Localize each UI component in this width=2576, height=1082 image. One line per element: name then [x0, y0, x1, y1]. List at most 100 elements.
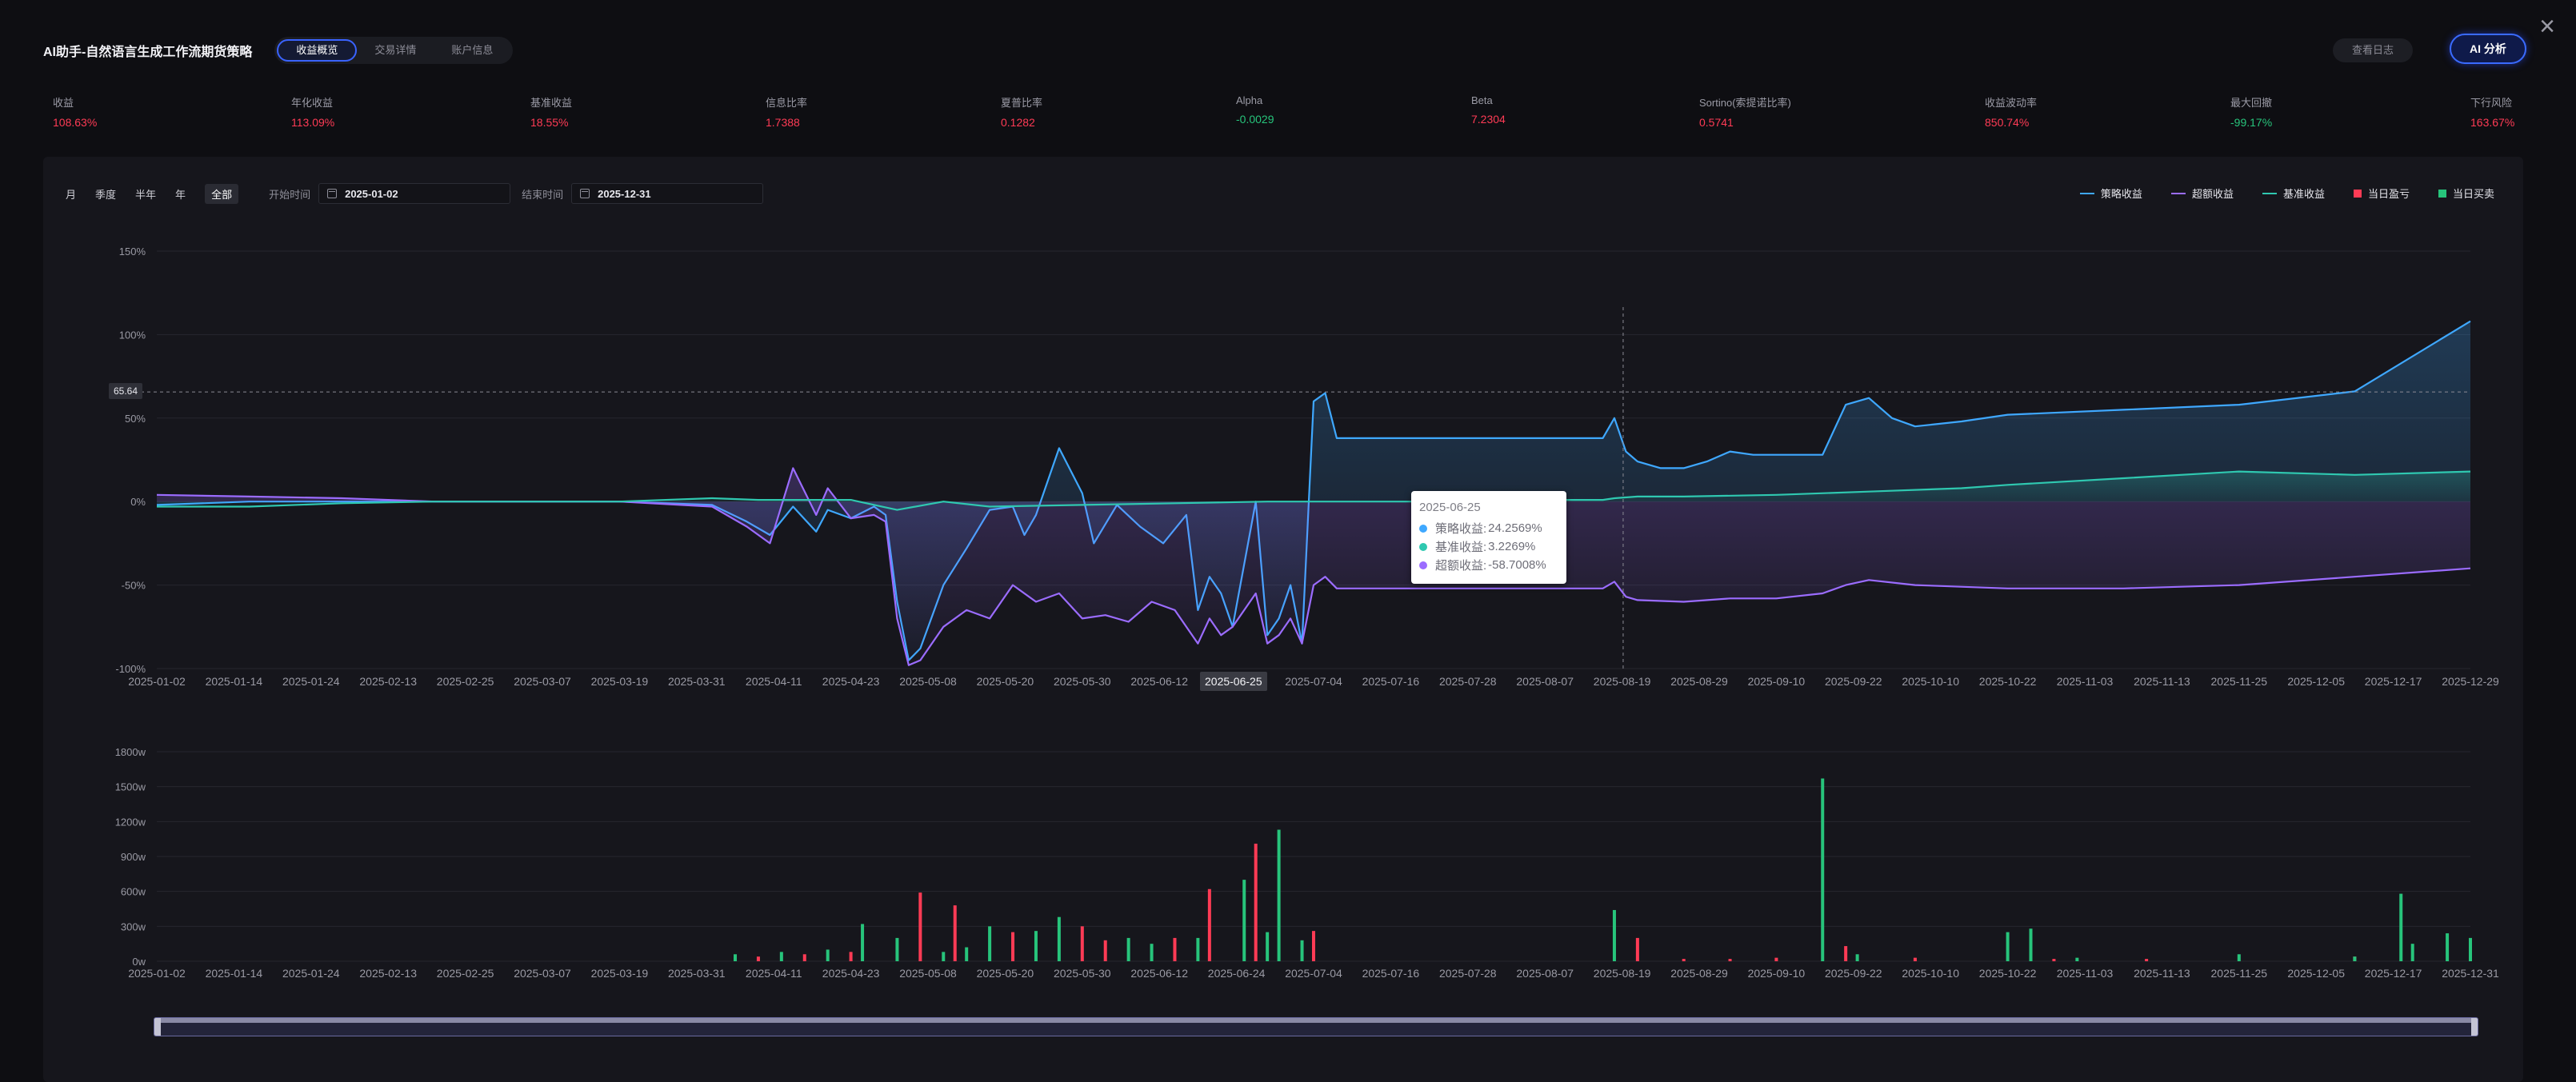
chart-tooltip: 2025-06-25 策略收益: 24.2569% 基准收益: 3.2269% 超额… [1411, 491, 1566, 584]
x-tick-label: 2025-09-10 [1748, 967, 1806, 980]
x-tick-label: 2025-05-08 [899, 967, 957, 980]
tab-trade-details[interactable]: 交易详情 [374, 44, 417, 56]
metric-label: 收益波动率 [1985, 97, 2038, 109]
calendar-icon [327, 189, 338, 198]
metric-value: 108.63% [53, 116, 98, 129]
x-tick-label: 2025-08-29 [1670, 967, 1728, 980]
bar [734, 954, 737, 961]
slider-track [154, 1018, 2478, 1023]
legend-square-icon [2438, 189, 2446, 198]
x-tick-label: 2025-02-25 [437, 967, 494, 980]
x-tick-label: 2025-02-13 [359, 675, 417, 688]
metric-value: 0.1282 [1001, 116, 1035, 129]
x-tick-label: 2025-08-07 [1516, 967, 1574, 980]
bar [1126, 937, 1130, 961]
zoom-slider[interactable] [154, 1017, 2478, 1036]
tooltip-row-label: 超额收益: [1435, 559, 1487, 573]
bar [1173, 937, 1177, 961]
legend-item[interactable]: 当日买卖 [2438, 186, 2494, 201]
metric-label: 夏普比率 [1001, 97, 1043, 109]
bar [1034, 931, 1038, 961]
returns-line-chart: 150% 100% 50% 0% -50% -100%2025-01-02 2025-01-… [109, 246, 2499, 688]
x-tick-label: 2025-07-16 [1362, 675, 1420, 688]
bar [1266, 932, 1270, 961]
calendar-icon [580, 189, 590, 198]
x-tick-label: 2025-03-19 [591, 967, 649, 980]
metric-value: 163.67% [2470, 116, 2515, 129]
period-half-year[interactable]: 半年 [135, 188, 157, 201]
bar [2469, 937, 2472, 961]
x-tick-label: 2025-07-28 [1439, 967, 1497, 980]
period-quarter[interactable]: 季度 [95, 188, 117, 201]
x-tick-label: 2025-07-04 [1285, 675, 1342, 688]
bar [2006, 932, 2010, 961]
y-tick-label: 150% [119, 246, 146, 258]
metric-value: 113.09% [291, 116, 335, 129]
legend-item[interactable]: 当日盈亏 [2353, 186, 2410, 201]
x-tick-label: 2025-10-10 [1902, 967, 1959, 980]
x-tick-label: 2025-05-30 [1054, 967, 1111, 980]
legend-line-icon [2262, 192, 2277, 194]
series-line [157, 470, 2471, 511]
legend-item[interactable]: 超额收益 [2170, 186, 2234, 201]
end-date-input[interactable]: 2025-12-31 [571, 183, 764, 204]
bar [1300, 940, 1304, 961]
x-tick-label: 2025-04-23 [822, 967, 880, 980]
bar [2353, 956, 2357, 961]
x-tick-label: 2025-02-25 [437, 675, 494, 688]
legend-line-icon [2170, 192, 2186, 194]
x-tick-label: 2025-05-08 [899, 675, 957, 688]
y-tick-label: 50% [125, 413, 146, 425]
ai-analysis-button[interactable]: AI 分析 [2450, 34, 2526, 64]
slider-right-handle[interactable] [2471, 1018, 2478, 1036]
end-date-label: 结束时间 [522, 188, 564, 201]
series-dot-icon [1419, 561, 1427, 569]
start-date-value: 2025-01-02 [345, 187, 398, 200]
bar [1057, 916, 1061, 961]
series-area [157, 468, 2470, 665]
tab-account-info[interactable]: 账户信息 [451, 44, 494, 56]
x-tick-label: 2025-09-10 [1748, 675, 1806, 688]
metric-label: 收益 [53, 97, 74, 109]
bar [1080, 926, 1084, 961]
metric-item: 年化收益 113.09% [291, 94, 334, 129]
period-month[interactable]: 月 [66, 188, 77, 201]
metric-label: Sortino(索提诺比率) [1699, 97, 1791, 109]
x-tick-label: 2025-03-19 [591, 675, 649, 688]
metric-value: -0.0029 [1236, 113, 1274, 126]
y-tick-label: -100% [115, 663, 146, 675]
y-tick-label: 900w [121, 851, 146, 863]
view-log-button[interactable]: 查看日志 [2333, 38, 2413, 62]
close-icon[interactable]: × [2539, 11, 2555, 42]
bar [779, 952, 783, 961]
metric-item: 下行风险 163.67% [2470, 94, 2514, 129]
slider-left-handle[interactable] [154, 1018, 161, 1036]
legend-item[interactable]: 策略收益 [2079, 186, 2142, 201]
x-tick-label: 2025-05-30 [1054, 675, 1111, 688]
chart-legend: 策略收益 超额收益 基准收益 当日盈亏 当日买卖 [2051, 186, 2494, 201]
x-tick-label: 2025-08-19 [1594, 967, 1651, 980]
metric-item: Sortino(索提诺比率) 0.5741 [1699, 94, 1791, 129]
metric-label: 基准收益 [530, 97, 573, 109]
legend-square-icon [2353, 189, 2362, 198]
bar [2145, 959, 2149, 961]
metric-label: 年化收益 [291, 97, 334, 109]
metric-item: 信息比率 1.7388 [766, 94, 807, 129]
x-tick-label: 2025-11-25 [2211, 967, 2268, 980]
x-tick-label: 2025-03-31 [668, 675, 726, 688]
start-date-input[interactable]: 2025-01-02 [318, 183, 511, 204]
bar [1207, 888, 1211, 961]
crosshair-y-label: 65.64 [109, 383, 143, 399]
bar [861, 924, 865, 961]
bar [1196, 937, 1200, 961]
legend-item[interactable]: 基准收益 [2262, 186, 2325, 201]
x-tick-label: 2025-12-29 [2442, 675, 2499, 688]
tooltip-row-value: 3.2269% [1488, 540, 1536, 553]
bar [1728, 959, 1732, 961]
metric-value: 0.5741 [1699, 116, 1734, 129]
period-all[interactable]: 全部 [205, 183, 239, 204]
metric-label: Alpha [1236, 94, 1263, 106]
period-year[interactable]: 年 [175, 188, 186, 201]
tooltip-row: 超额收益: -58.7008% [1419, 556, 1558, 574]
tab-overview[interactable]: 收益概览 [277, 39, 358, 62]
